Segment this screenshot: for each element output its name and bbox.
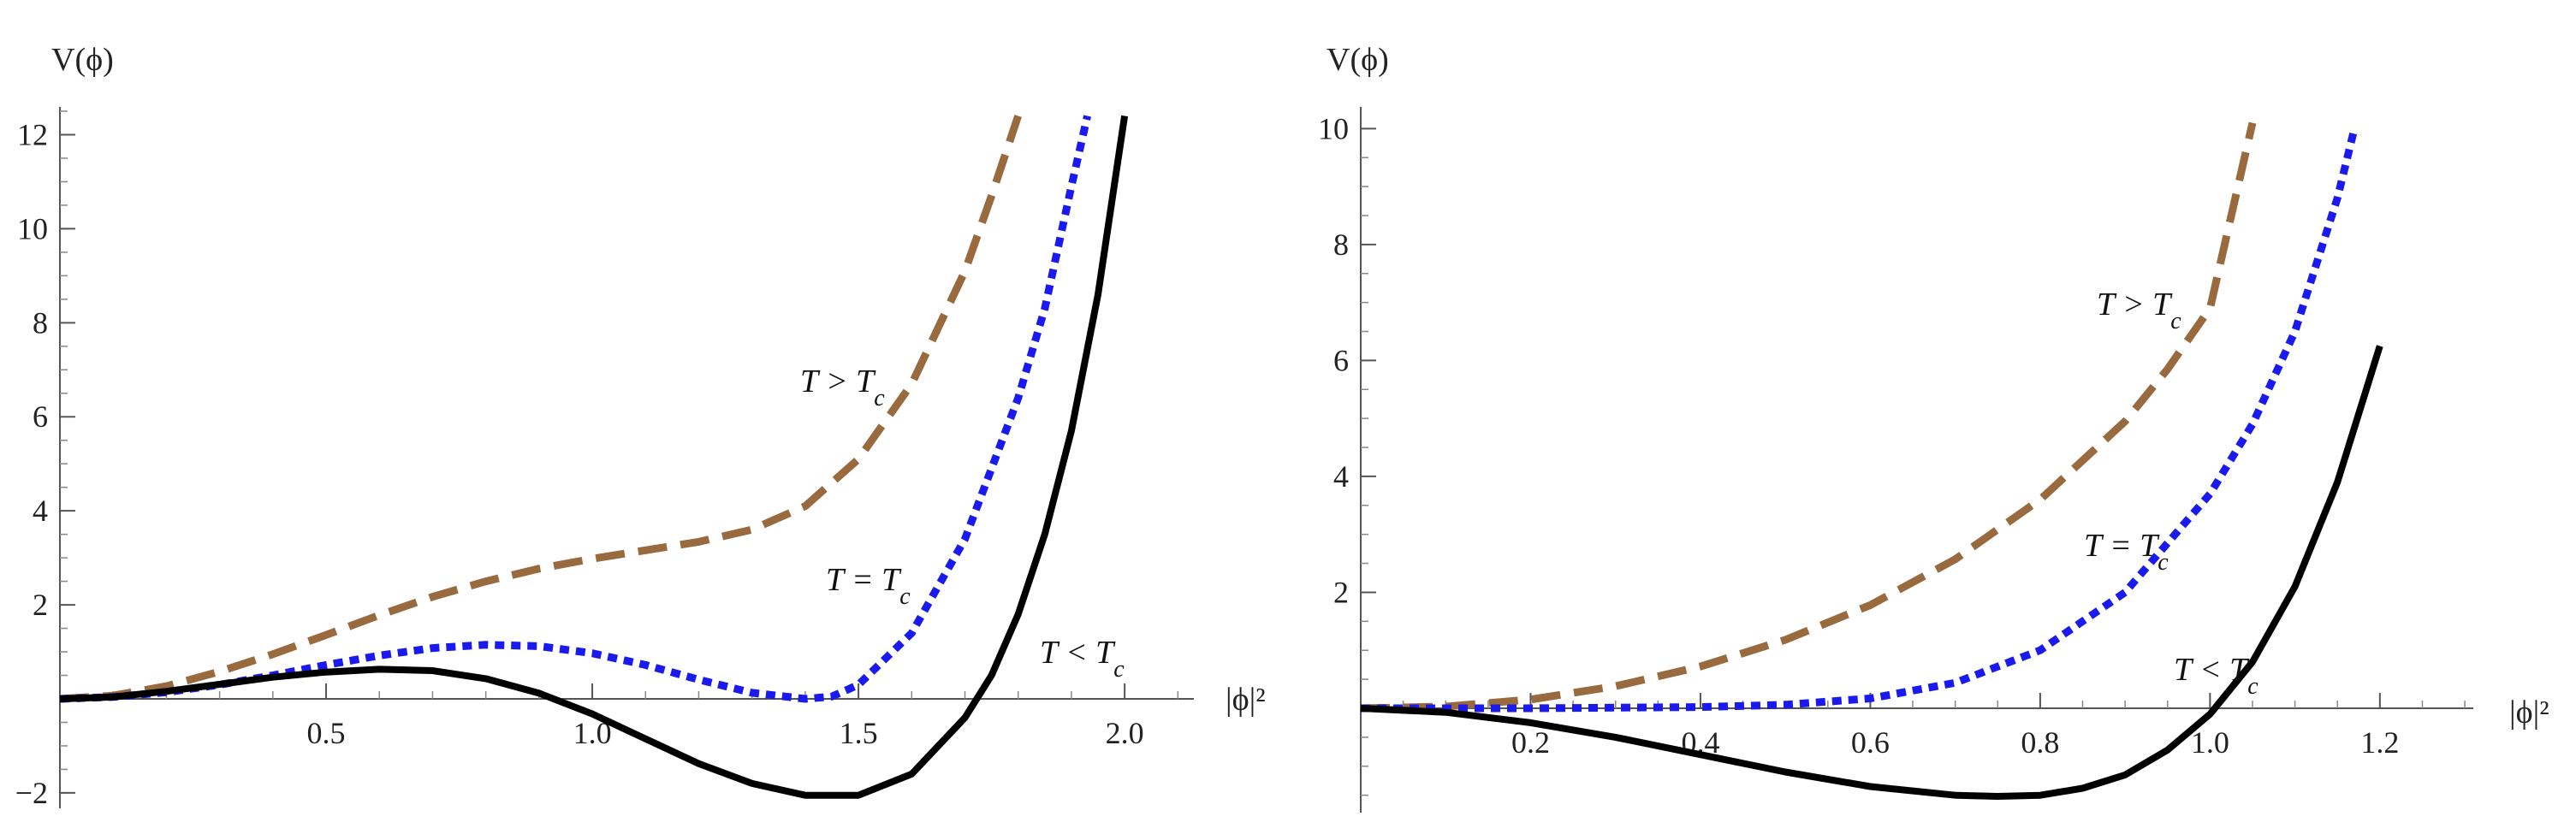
y-tick-label: 12 [17, 117, 48, 151]
y-axis-label: V(ϕ) [51, 42, 114, 78]
y-tick-label: 6 [33, 399, 48, 434]
series-line-2 [59, 115, 1091, 703]
y-tick-label: 10 [17, 211, 48, 245]
x-tick-label: 0.2 [1511, 725, 1550, 760]
curve-label-3: T < Tc [1040, 635, 1125, 683]
series-line-3 [59, 115, 1129, 799]
y-tick-label: 4 [33, 494, 48, 528]
x-tick-label: 1.2 [2360, 725, 2399, 760]
series-line-2 [1361, 127, 2359, 713]
series-line-1 [1360, 121, 2257, 713]
x-tick-label: 0.6 [1851, 725, 1890, 760]
y-tick-label: 2 [33, 588, 48, 622]
curve-label-2: T = Tc [2084, 528, 2169, 576]
curve-label-1: T > Tc [2097, 287, 2181, 334]
y-tick-label: 2 [1333, 575, 1349, 609]
curve-label-3: T < Tc [2174, 652, 2258, 700]
curve-label-1: T > Tc [800, 364, 885, 411]
curve-label-2: T = Tc [826, 562, 911, 610]
x-axis-label: |ϕ|² [2509, 695, 2549, 731]
x-tick-label: 0.5 [307, 716, 346, 750]
y-tick-label: 10 [1318, 111, 1349, 145]
series-line-1 [59, 115, 1022, 703]
y-tick-label: 8 [33, 305, 48, 340]
y-tick-label: 6 [1333, 343, 1349, 377]
y-tick-label: 4 [1333, 459, 1349, 494]
x-tick-label: 1.5 [840, 716, 878, 750]
x-tick-label: 2.0 [1106, 716, 1144, 750]
x-tick-label: 0.8 [2021, 725, 2059, 760]
x-tick-label: 1.0 [2191, 725, 2229, 760]
y-tick-label: −2 [15, 776, 48, 810]
y-tick-label: 8 [1333, 228, 1349, 262]
x-axis-label: |ϕ|² [1226, 682, 1266, 718]
series-line-3 [1360, 345, 2383, 800]
y-axis-label: V(ϕ) [1327, 42, 1389, 78]
